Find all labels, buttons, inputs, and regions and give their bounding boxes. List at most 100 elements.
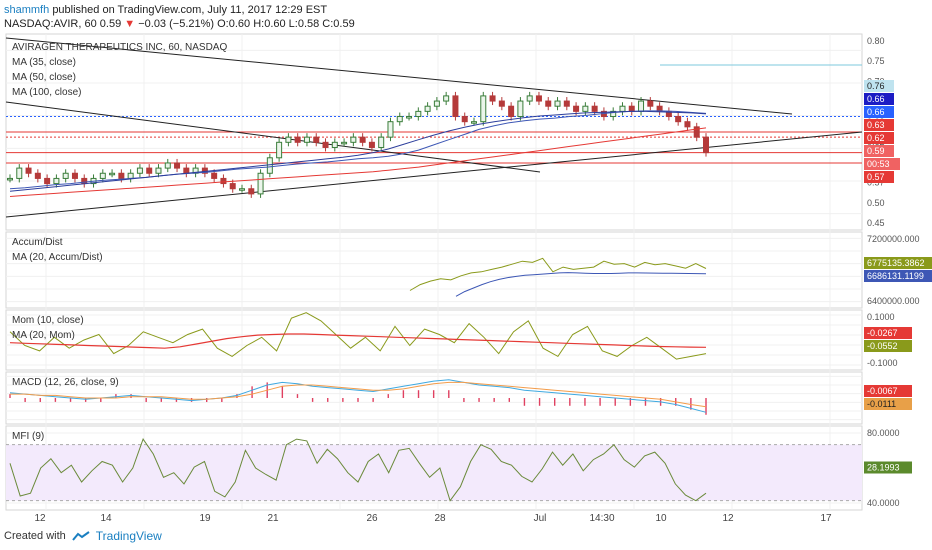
candle-body [44, 177, 51, 185]
price-badge: 00:53 [864, 158, 900, 170]
badge-label: 6686131.1199 [867, 271, 924, 281]
last-price: 0.59 [99, 18, 122, 30]
candle-body [545, 100, 552, 107]
badge-label: 0.59 [867, 146, 885, 156]
badge-bg [864, 132, 894, 144]
candle-body [248, 188, 255, 195]
pane-frame-1 [5, 231, 863, 309]
candle-body [331, 141, 338, 148]
x-tick-label: 12 [722, 513, 734, 524]
price-badge: -0.0267 [864, 327, 912, 339]
y-tick-label: 6400000.000 [867, 296, 920, 306]
badge-label: 28.1993 [867, 463, 900, 473]
y-tick-label: 7200000.000 [867, 234, 920, 244]
candle-body [461, 116, 468, 123]
accum-dist-ma-line [455, 272, 707, 297]
candle-body [294, 136, 301, 143]
tradingview-brand[interactable]: TradingView [95, 529, 162, 543]
badge-bg [864, 461, 912, 474]
candle-body [303, 136, 310, 143]
badge-label: 00:53 [867, 159, 890, 169]
candle-body [155, 167, 162, 174]
candle-body [220, 177, 227, 185]
x-tick-label: 21 [267, 513, 279, 524]
candle-body [257, 172, 264, 195]
candle-body [443, 95, 450, 102]
candle-body [25, 167, 32, 174]
author-link[interactable]: shammfh [4, 4, 50, 16]
candle-body [675, 116, 682, 123]
y-tick-label: -0.1000 [867, 358, 898, 368]
candle-body [573, 105, 580, 112]
pane-title: Accum/Dist [12, 237, 63, 248]
y-tick-label: 0.50 [867, 198, 885, 208]
pane-frame-2 [5, 309, 863, 371]
candle-body [62, 172, 69, 179]
pane-title: MACD (12, 26, close, 9) [12, 377, 119, 388]
candle-body [480, 95, 487, 123]
candle-body [211, 172, 218, 179]
candle-body [498, 100, 505, 107]
price-badge: 0.76 [864, 80, 894, 92]
trendline-lower [5, 101, 541, 173]
chart-canvas[interactable]: AVIRAGEN THERAPEUTICS INC, 60, NASDAQ MA … [0, 32, 932, 524]
candle-body [424, 105, 431, 112]
price-badge: -0.0111 [864, 398, 912, 410]
badge-label: 0.63 [867, 120, 885, 130]
candle-body [285, 136, 292, 143]
candle-body [526, 95, 533, 102]
price-badge: -0.0552 [864, 340, 912, 352]
published-text: published on TradingView.com, July 11, 2… [52, 4, 328, 16]
y-tick-label: 0.80 [867, 36, 885, 46]
price-badge: 0.59 [864, 145, 894, 157]
ma100-line [9, 127, 707, 197]
price-badge: 6775135.3862 [864, 257, 932, 269]
footer: Created with TradingView [4, 529, 162, 543]
candle-body [53, 177, 60, 185]
candle-body [127, 172, 134, 179]
candle-body [359, 136, 366, 143]
y-tick-label: 0.1000 [867, 312, 895, 322]
candle-body [322, 141, 329, 148]
candle-body [471, 121, 477, 124]
badge-bg [864, 171, 894, 183]
badge-bg [864, 93, 894, 105]
candle-body [406, 116, 413, 119]
badge-bg [864, 340, 912, 352]
badge-label: -0.0267 [867, 328, 898, 338]
price-badge: 0.66 [864, 106, 894, 118]
chart-header: shammfh published on TradingView.com, Ju… [0, 0, 932, 32]
legend-label: MA (50, close) [12, 72, 76, 83]
candle-body [563, 100, 570, 107]
candle-body [638, 100, 645, 112]
candle-body [433, 100, 440, 107]
x-tick-label: 17 [820, 513, 832, 524]
publish-line: shammfh published on TradingView.com, Ju… [4, 4, 327, 16]
candle-body [554, 100, 561, 107]
candle-body [508, 105, 515, 118]
badge-bg [864, 398, 912, 410]
candle-body [535, 95, 542, 102]
x-tick-label: 28 [434, 513, 446, 524]
price-badge: 28.1993 [864, 461, 912, 474]
badge-bg [864, 119, 894, 131]
x-tick-label: 10 [655, 513, 667, 524]
candle-body [628, 105, 635, 112]
accum-dist-line [409, 257, 707, 291]
price-badge: 0.66 [864, 93, 894, 105]
tradingview-logo-icon [71, 531, 90, 541]
candle-body [276, 141, 283, 159]
badge-bg [864, 385, 912, 397]
badge-label: 0.66 [867, 94, 885, 104]
badge-label: 0.62 [867, 133, 885, 143]
candle-body [146, 167, 153, 174]
badge-bg [864, 158, 900, 170]
candle-body [350, 136, 357, 143]
candle-body [71, 172, 78, 179]
y-tick-label: 80.0000 [867, 428, 900, 438]
y-tick-label: 0.75 [867, 56, 885, 66]
badge-bg [864, 106, 894, 118]
badge-bg [864, 80, 894, 92]
price-badge: 0.62 [864, 132, 894, 144]
symbol: NASDAQ:AVIR, 60 [4, 18, 97, 30]
